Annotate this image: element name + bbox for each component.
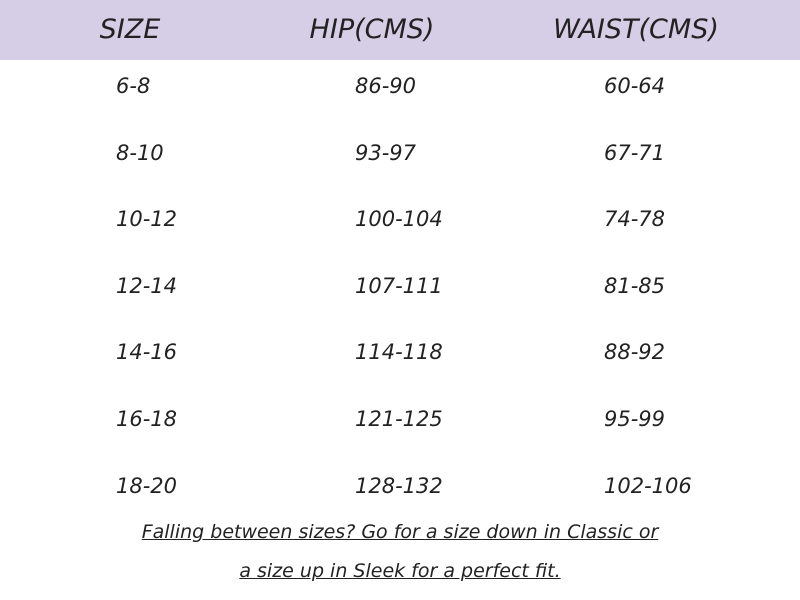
header-cell: SIZE bbox=[99, 14, 161, 45]
table-cell: 107-111 bbox=[355, 273, 443, 298]
table-cell: 86-90 bbox=[355, 74, 417, 98]
table-cell: 12-14 bbox=[116, 273, 178, 298]
table-cell: 14-16 bbox=[116, 340, 178, 365]
table-cell: 88-92 bbox=[604, 340, 666, 365]
header-cell: HIP(CMS) bbox=[309, 14, 435, 45]
table-cell: 10-12 bbox=[116, 207, 178, 232]
table-cell: 8-10 bbox=[116, 140, 164, 165]
table-cell: 6-8 bbox=[116, 74, 151, 98]
footnote-line: a size up in Sleek for a perfect fit. bbox=[239, 560, 561, 582]
table-cell: 100-104 bbox=[355, 207, 443, 232]
table-cell: 102-106 bbox=[604, 473, 692, 498]
header-cell: WAIST(CMS) bbox=[553, 14, 719, 45]
table-cell: 67-71 bbox=[604, 140, 666, 165]
table-cell: 121-125 bbox=[355, 407, 443, 431]
table-cell: 18-20 bbox=[116, 473, 178, 498]
table-cell: 81-85 bbox=[604, 273, 666, 298]
table-cell: 95-99 bbox=[604, 407, 666, 431]
table-cell: 74-78 bbox=[604, 207, 666, 232]
table-cell: 114-118 bbox=[355, 340, 443, 365]
footnote-line: Falling between sizes? Go for a size dow… bbox=[141, 521, 659, 543]
table-header: SIZE HIP(CMS) WAIST(CMS) bbox=[0, 0, 800, 60]
table-cell: 128-132 bbox=[355, 473, 443, 498]
table-cell: 93-97 bbox=[355, 140, 417, 165]
table-cell: 60-64 bbox=[604, 74, 666, 98]
table-cell: 16-18 bbox=[116, 407, 178, 431]
